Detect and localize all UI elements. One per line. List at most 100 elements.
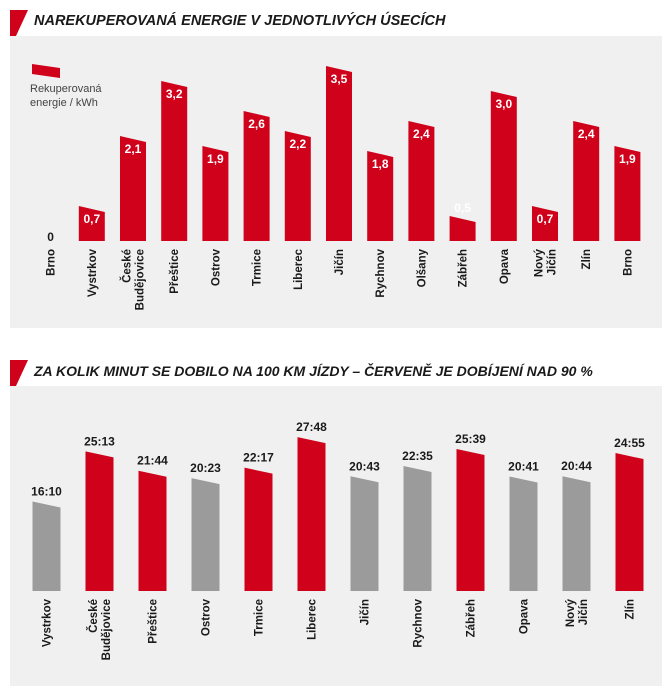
category-label-line: Opava [499,248,511,284]
category-label-line: Budějovice [101,599,113,660]
category-label-line: Ostrov [201,598,213,636]
category-label: České Budějovice [121,249,147,310]
category-label-line: Rychnov [375,248,387,297]
category-label-line: Přeštice [148,599,160,644]
value-label: 0,7 [83,212,100,226]
value-label: 25:39 [455,432,486,446]
category-label-line: Nový [534,248,546,277]
energy-chart-title: NAREKUPEROVANÁ ENERGIE V JEDNOTLIVÝCH ÚS… [34,13,446,29]
charging-bar-gray [191,478,220,591]
value-label: 22:35 [402,449,433,463]
energy-bar [161,81,188,241]
category-label-line: Liberec [307,598,319,640]
value-label: 3,2 [166,87,183,101]
energy-bar [532,206,558,241]
value-label: 2,2 [289,137,306,151]
energy-bar [78,206,105,241]
value-label: 2,4 [413,127,430,141]
energy-bar [120,136,146,241]
value-label: 20:43 [349,459,380,473]
category-label-line: Liberec [293,248,305,290]
category-label: Trmice [252,249,264,286]
charging-bar-red [244,467,273,591]
charging-bar-gray [509,476,538,591]
value-label: 20:44 [561,459,592,473]
charging-bar-gray [32,501,61,591]
energy-bar-chart: Rekuperovaná energie / kWh 0 Brno 0,7 Vystrko… [30,64,641,310]
category-label: Rychnov [413,598,425,647]
category-label-line: Zlín [625,599,637,619]
category-label: Jičín [360,599,372,625]
value-label: 21:44 [137,454,168,468]
category-label-line: Nový [565,598,577,627]
energy-bar [449,216,476,241]
category-label: Zlín [581,249,593,269]
charging-bar-red [85,451,114,591]
value-label: 25:13 [84,434,115,448]
category-label: Zábřeh [466,599,478,637]
category-label-line: Brno [46,249,58,276]
title-accent-mark [10,10,28,36]
value-label: 2,6 [248,117,265,131]
value-label: 1,9 [207,152,224,166]
charging-chart-panel: ZA KOLIK MINUT SE DOBILO NA 100 KM JÍZDY… [10,360,662,686]
charging-bar-red [615,453,644,591]
title-accent-mark [10,360,28,386]
category-label: Ostrov [210,248,222,286]
category-label-line: České [87,599,100,633]
category-label: Olšany [416,248,428,287]
value-label: 0 [47,230,54,244]
category-label: Trmice [254,599,266,636]
value-label: 1,9 [619,152,636,166]
energy-bar [408,121,435,241]
category-label: Rychnov [375,248,387,297]
value-label: 27:48 [296,420,327,434]
category-label: Přeštice [169,249,181,294]
category-label-line: Jičín [360,599,372,625]
value-label: 0,5 [454,201,471,215]
category-label: Zlín [625,599,637,619]
category-label-line: Budějovice [135,249,147,310]
category-label: Jičín [334,249,346,275]
energy-bar [367,151,394,241]
legend-label: energie / kWh [30,97,98,109]
charging-bar-gray [403,466,432,591]
category-label-line: Opava [519,598,531,634]
category-label-line: České [121,249,134,283]
energy-bar [326,66,352,241]
charging-bar-gray [562,476,591,591]
category-label-line: Trmice [254,599,266,636]
category-label: Liberec [307,598,319,640]
charging-bar-red [138,470,167,591]
charging-chart-title: ZA KOLIK MINUT SE DOBILO NA 100 KM JÍZDY… [34,363,593,379]
category-label-line: Jičín [334,249,346,275]
category-label-line: Trmice [252,249,264,286]
category-label-line: Ostrov [210,248,222,286]
category-label: České Budějovice [87,599,113,660]
category-label: Liberec [293,248,305,290]
category-label-line: Přeštice [169,249,181,294]
category-label: Ostrov [201,598,213,636]
value-label: 24:55 [614,436,645,450]
value-label: 20:41 [508,460,539,474]
value-label: 2,4 [578,127,595,141]
energy-chart-panel: NAREKUPEROVANÁ ENERGIE V JEDNOTLIVÝCH ÚS… [10,10,662,328]
category-label-line: Rychnov [413,598,425,647]
value-label: 16:10 [31,484,62,498]
value-label: 1,8 [372,157,389,171]
value-label: 3,0 [495,97,512,111]
category-label: Opava [499,248,511,284]
category-label-line: Jičín [578,599,590,625]
category-label: Brno [622,249,634,276]
charging-bar-red [456,449,485,591]
charging-bar-gray [350,476,379,591]
category-label: Vystrkov [87,248,99,297]
charging-bar-chart: 16:10 Vystrkov 25:13 České Budějovice 21:44 Př… [31,420,645,660]
value-label: 22:17 [243,451,274,465]
energy-bar [284,131,311,241]
energy-chart-title-bar: NAREKUPEROVANÁ ENERGIE V JEDNOTLIVÝCH ÚS… [10,10,662,36]
category-label: Nový Jičín [534,248,559,277]
category-label-line: Brno [622,249,634,276]
category-label-line: Zábřeh [466,599,478,637]
category-label-line: Zábřeh [458,249,470,287]
